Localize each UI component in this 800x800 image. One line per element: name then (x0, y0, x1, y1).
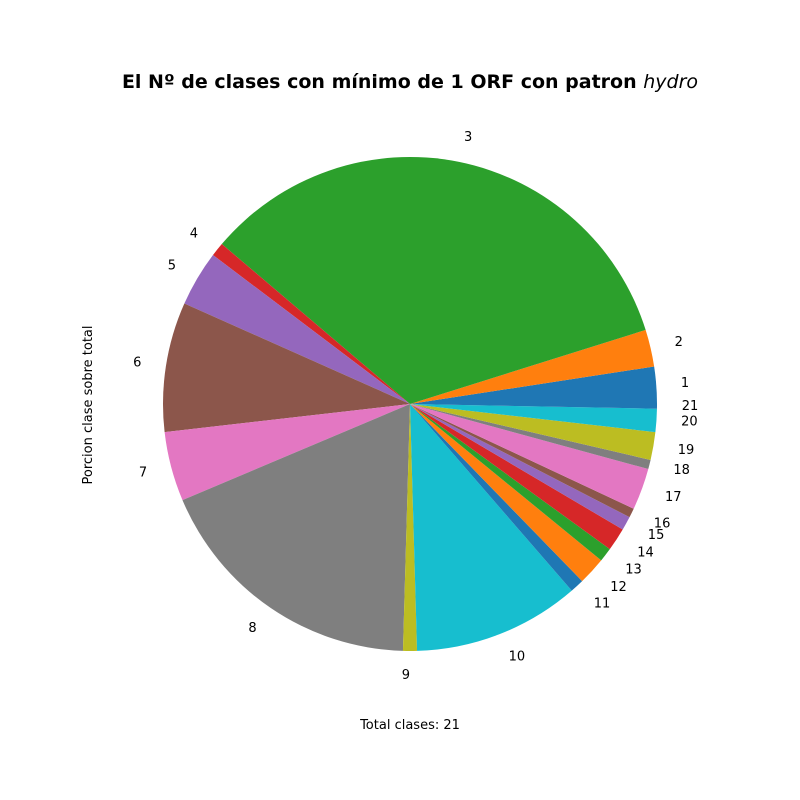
slice-label-2: 2 (675, 335, 683, 350)
slice-label-13: 13 (625, 562, 642, 577)
slice-label-19: 19 (678, 443, 695, 458)
chart-title: El Nº de clases con mínimo de 1 ORF con … (122, 71, 698, 93)
pie-slice-13 (410, 404, 610, 561)
y-axis-label: Porcion clase sobre total (81, 326, 96, 485)
x-axis-label: Total clases: 21 (359, 718, 460, 733)
pie-slice-15 (410, 404, 630, 530)
pie-slice-6 (162, 303, 410, 433)
pie-slice-21 (410, 404, 658, 409)
pie-slice-2 (410, 329, 655, 404)
slice-label-4: 4 (190, 227, 198, 242)
pie-slice-20 (410, 404, 657, 433)
pie-slice-1 (410, 366, 657, 404)
pie-slice-7 (164, 404, 410, 501)
pie-slice-11 (410, 404, 583, 591)
pie-slice-4 (212, 244, 410, 404)
pie-slice-10 (410, 404, 572, 651)
slice-label-5: 5 (168, 258, 176, 273)
slice-label-9: 9 (402, 668, 410, 683)
slice-label-3: 3 (464, 130, 472, 145)
slice-label-7: 7 (139, 466, 147, 481)
slice-label-20: 20 (681, 415, 698, 430)
slice-label-21: 21 (682, 399, 699, 414)
slice-label-11: 11 (594, 597, 611, 612)
slice-label-15: 15 (648, 528, 665, 543)
slice-label-8: 8 (248, 621, 256, 636)
slice-label-10: 10 (509, 650, 526, 665)
slice-label-6: 6 (133, 355, 141, 370)
pie-slice-8 (182, 404, 410, 651)
pie-slice-12 (410, 404, 602, 582)
slice-label-18: 18 (673, 463, 690, 478)
pie-slice-16 (410, 404, 634, 518)
pie-slice-14 (410, 404, 623, 550)
pie-slices (162, 156, 658, 652)
pie-slice-9 (402, 404, 418, 652)
slice-label-14: 14 (637, 546, 654, 561)
pie-slice-5 (184, 255, 410, 404)
slice-label-1: 1 (681, 376, 689, 391)
pie-slice-3 (221, 156, 646, 404)
slice-label-17: 17 (665, 490, 682, 505)
slice-label-12: 12 (610, 580, 627, 595)
slice-label-16: 16 (654, 516, 671, 531)
pie-slice-18 (410, 404, 651, 470)
pie-slice-19 (410, 404, 656, 460)
pie-slice-17 (410, 404, 649, 509)
